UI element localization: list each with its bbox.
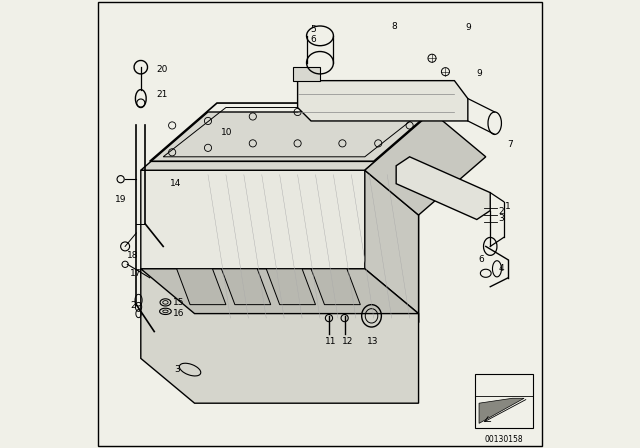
Text: 4: 4 — [499, 264, 504, 273]
Polygon shape — [298, 81, 468, 121]
Text: 1: 1 — [505, 202, 511, 211]
Polygon shape — [365, 112, 486, 215]
Polygon shape — [177, 269, 226, 305]
Polygon shape — [141, 170, 419, 323]
Polygon shape — [141, 269, 419, 314]
Polygon shape — [141, 269, 419, 403]
Text: 2: 2 — [499, 207, 504, 216]
Polygon shape — [479, 398, 524, 423]
Text: 11: 11 — [324, 337, 336, 346]
Text: 17: 17 — [130, 269, 141, 278]
Bar — [475, 374, 532, 428]
Text: 13: 13 — [367, 337, 378, 346]
Text: 20: 20 — [157, 65, 168, 74]
Text: 9: 9 — [476, 69, 482, 78]
Text: 12: 12 — [342, 337, 353, 346]
Text: 21: 21 — [157, 90, 168, 99]
Text: 3: 3 — [174, 365, 180, 374]
Polygon shape — [266, 269, 316, 305]
Text: 00130158: 00130158 — [484, 435, 523, 444]
Polygon shape — [221, 269, 271, 305]
Text: 2: 2 — [131, 301, 136, 310]
Text: 6: 6 — [478, 255, 484, 264]
Text: 8: 8 — [392, 22, 397, 31]
Text: 19: 19 — [115, 195, 126, 204]
Text: 10: 10 — [221, 128, 233, 137]
Text: 7: 7 — [508, 140, 513, 149]
Polygon shape — [365, 170, 419, 323]
Text: 6: 6 — [310, 35, 316, 44]
Text: 14: 14 — [170, 179, 181, 188]
Polygon shape — [396, 157, 490, 220]
Text: 15: 15 — [173, 298, 184, 307]
Text: 16: 16 — [173, 309, 184, 318]
Text: 3: 3 — [499, 214, 504, 223]
Text: 18: 18 — [127, 251, 139, 260]
Polygon shape — [141, 112, 432, 170]
Text: 9: 9 — [466, 23, 471, 32]
Polygon shape — [311, 269, 360, 305]
Text: 5: 5 — [310, 25, 316, 34]
Polygon shape — [293, 67, 320, 81]
